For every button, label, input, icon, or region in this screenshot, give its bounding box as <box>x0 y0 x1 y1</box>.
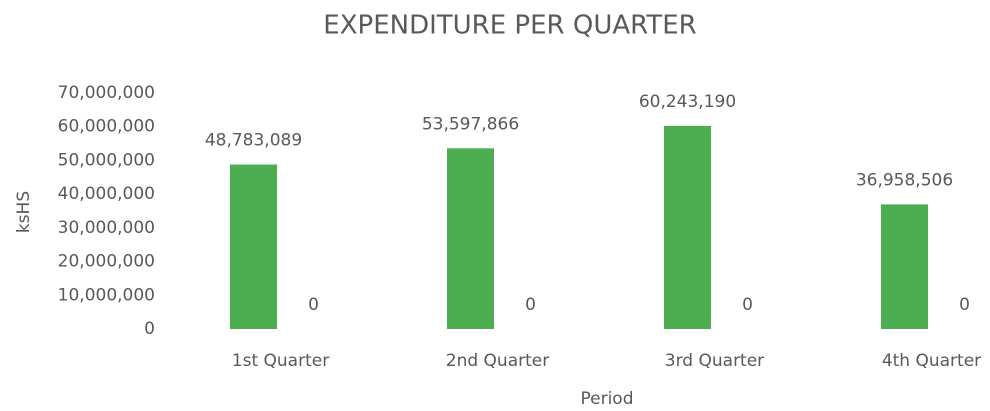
y-tick-label: 60,000,000 <box>58 117 155 137</box>
chart-title: EXPENDITURE PER QUARTER <box>323 11 696 41</box>
x-axis-label: Period <box>580 389 633 409</box>
data-label: 36,958,506 <box>856 170 953 190</box>
y-axis-label: ksHS <box>14 191 34 233</box>
data-label: 0 <box>959 295 970 315</box>
x-tick-label: 4th Quarter <box>882 351 981 371</box>
y-tick-label: 20,000,000 <box>58 252 155 272</box>
data-label: 0 <box>742 295 753 315</box>
bar <box>664 125 711 330</box>
y-tick-label: 10,000,000 <box>58 285 155 305</box>
data-label: 53,597,866 <box>422 114 519 134</box>
y-tick-label: 70,000,000 <box>58 83 155 103</box>
y-tick-label: 50,000,000 <box>58 150 155 170</box>
bar <box>881 204 928 329</box>
data-label: 60,243,190 <box>639 92 736 112</box>
data-label: 48,783,089 <box>205 131 302 151</box>
y-tick-label: 30,000,000 <box>58 218 155 238</box>
x-tick-label: 3rd Quarter <box>665 351 764 371</box>
y-tick-label: 40,000,000 <box>58 184 155 204</box>
bar <box>230 164 277 329</box>
data-label: 0 <box>525 295 536 315</box>
bar <box>447 148 494 329</box>
data-label: 0 <box>308 295 319 315</box>
x-tick-label: 2nd Quarter <box>446 351 549 371</box>
x-tick-label: 1st Quarter <box>232 351 329 371</box>
y-tick-label: 0 <box>144 319 155 339</box>
